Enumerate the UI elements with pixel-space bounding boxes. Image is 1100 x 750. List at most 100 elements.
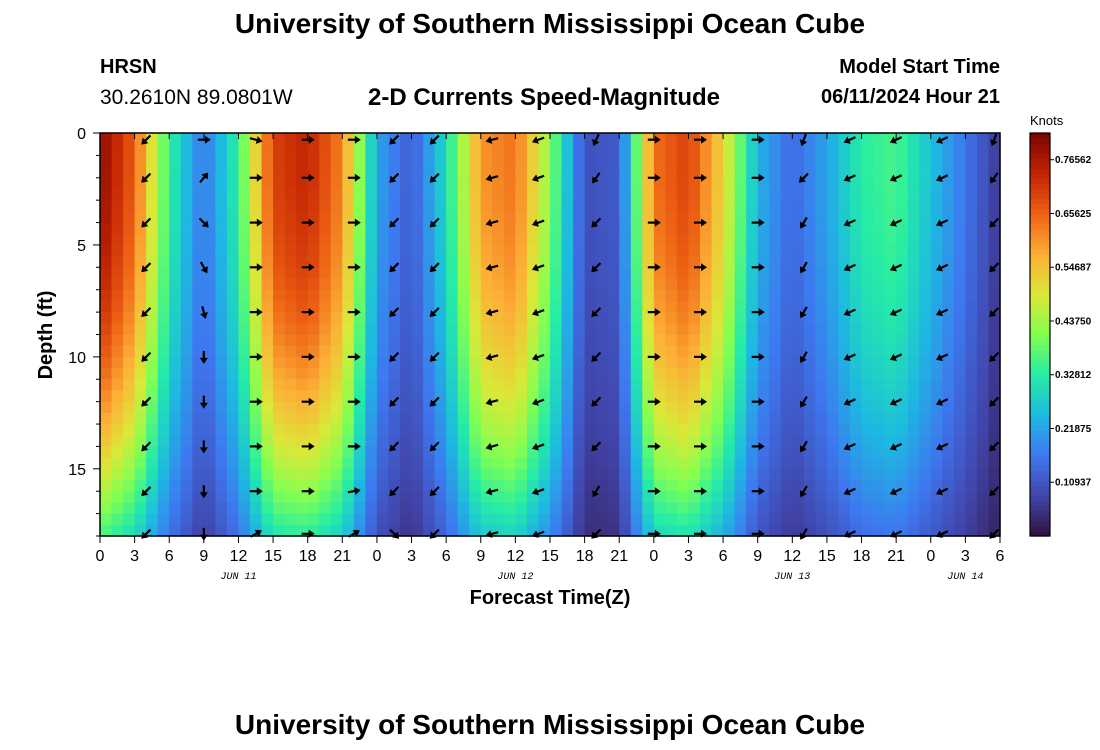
heatmap-cell bbox=[711, 244, 724, 257]
heatmap-cell bbox=[780, 345, 793, 358]
heatmap-cell bbox=[388, 144, 401, 156]
heatmap-cell bbox=[884, 379, 897, 392]
heatmap-cell bbox=[976, 312, 990, 324]
heatmap-cell bbox=[480, 278, 493, 291]
heatmap-cell bbox=[169, 267, 182, 280]
heatmap-cell bbox=[642, 368, 655, 380]
heatmap-cell bbox=[850, 233, 863, 246]
heatmap-cell bbox=[976, 446, 990, 459]
heatmap-cell bbox=[746, 278, 759, 291]
heatmap-cell bbox=[619, 188, 632, 201]
heatmap-cell bbox=[319, 256, 332, 268]
heatmap-cell bbox=[665, 412, 678, 425]
heatmap-cell bbox=[838, 435, 851, 448]
heatmap-cell bbox=[376, 278, 390, 291]
current-arrow bbox=[485, 353, 499, 362]
heatmap-cell bbox=[503, 412, 516, 425]
heatmap-cell bbox=[284, 200, 297, 212]
heatmap-cell bbox=[492, 155, 505, 168]
heatmap-cell bbox=[480, 502, 493, 515]
heatmap-cell bbox=[653, 177, 666, 190]
heatmap-cell bbox=[353, 446, 366, 459]
heatmap-cell bbox=[157, 300, 170, 313]
heatmap-cell bbox=[896, 323, 909, 336]
current-arrow bbox=[429, 217, 440, 228]
heatmap-cell bbox=[238, 133, 251, 145]
heatmap-cell bbox=[503, 356, 516, 369]
heatmap-cell bbox=[630, 312, 643, 324]
heatmap-cell bbox=[792, 524, 805, 537]
heatmap-cell bbox=[157, 480, 170, 492]
heatmap-cell bbox=[988, 244, 1001, 257]
heatmap-cell bbox=[273, 233, 286, 246]
heatmap-cell bbox=[330, 278, 343, 291]
heatmap-cell bbox=[100, 200, 113, 212]
heatmap-cell bbox=[111, 278, 124, 291]
heatmap-cell bbox=[157, 334, 170, 347]
heatmap-cell bbox=[803, 491, 816, 504]
heatmap-cell bbox=[111, 401, 124, 414]
heatmap-cell bbox=[411, 222, 424, 235]
heatmap-cell bbox=[365, 200, 378, 212]
heatmap-cell bbox=[550, 356, 563, 369]
heatmap-cell bbox=[607, 200, 620, 212]
heatmap-cell bbox=[296, 390, 309, 403]
heatmap-cell bbox=[526, 256, 540, 268]
heatmap-cell bbox=[815, 256, 828, 268]
heatmap-cell bbox=[596, 457, 609, 470]
heatmap-cell bbox=[850, 401, 863, 414]
heatmap-cell bbox=[169, 334, 182, 347]
heatmap-cell bbox=[446, 424, 459, 436]
heatmap-cell bbox=[273, 480, 286, 492]
heatmap-cell bbox=[700, 188, 713, 201]
current-arrow bbox=[485, 308, 499, 317]
heatmap-cell bbox=[250, 457, 263, 470]
heatmap-cell bbox=[596, 144, 609, 156]
heatmap-cell bbox=[803, 133, 816, 145]
heatmap-cell bbox=[446, 312, 459, 324]
heatmap-cell bbox=[665, 267, 678, 280]
heatmap-cell bbox=[757, 334, 770, 347]
heatmap-cell bbox=[965, 244, 978, 257]
heatmap-cell bbox=[688, 524, 701, 537]
heatmap-cell bbox=[803, 200, 816, 212]
heatmap-cell bbox=[942, 289, 955, 302]
heatmap-cell bbox=[538, 457, 551, 470]
heatmap-cell bbox=[342, 244, 355, 257]
heatmap-cell bbox=[734, 289, 747, 302]
heatmap-cell bbox=[515, 379, 528, 392]
heatmap-cell bbox=[388, 390, 401, 403]
heatmap-cell bbox=[642, 468, 655, 481]
heatmap-cell bbox=[538, 300, 551, 313]
heatmap-cell bbox=[203, 133, 216, 145]
heatmap-cell bbox=[273, 401, 286, 414]
current-arrow bbox=[751, 263, 765, 272]
heatmap-cell bbox=[342, 468, 355, 481]
heatmap-cell bbox=[861, 502, 874, 515]
heatmap-cell bbox=[215, 188, 228, 201]
heatmap-cell bbox=[896, 435, 909, 448]
heatmap-cell bbox=[111, 133, 124, 145]
heatmap-cell bbox=[803, 211, 816, 224]
heatmap-cell bbox=[180, 144, 193, 156]
heatmap-cell bbox=[134, 323, 147, 336]
heatmap-cell bbox=[757, 502, 770, 515]
heatmap-cell bbox=[873, 502, 886, 515]
heatmap-cell bbox=[792, 435, 805, 448]
heatmap-cell bbox=[100, 480, 113, 492]
heatmap-cell bbox=[896, 211, 909, 224]
heatmap-cell bbox=[584, 177, 597, 190]
heatmap-cell bbox=[307, 166, 320, 179]
heatmap-cell bbox=[919, 177, 932, 190]
heatmap-cell bbox=[503, 267, 516, 280]
x-tick-label: 3 bbox=[407, 548, 416, 565]
heatmap-cell bbox=[330, 424, 343, 436]
heatmap-cell bbox=[226, 188, 240, 201]
heatmap-cell bbox=[607, 144, 620, 156]
heatmap-cell bbox=[296, 211, 309, 224]
heatmap-cell bbox=[250, 166, 263, 179]
colorbar-segment bbox=[1030, 218, 1050, 225]
heatmap-cell bbox=[792, 211, 805, 224]
heatmap-cell bbox=[873, 390, 886, 403]
heatmap-cell bbox=[192, 155, 205, 168]
